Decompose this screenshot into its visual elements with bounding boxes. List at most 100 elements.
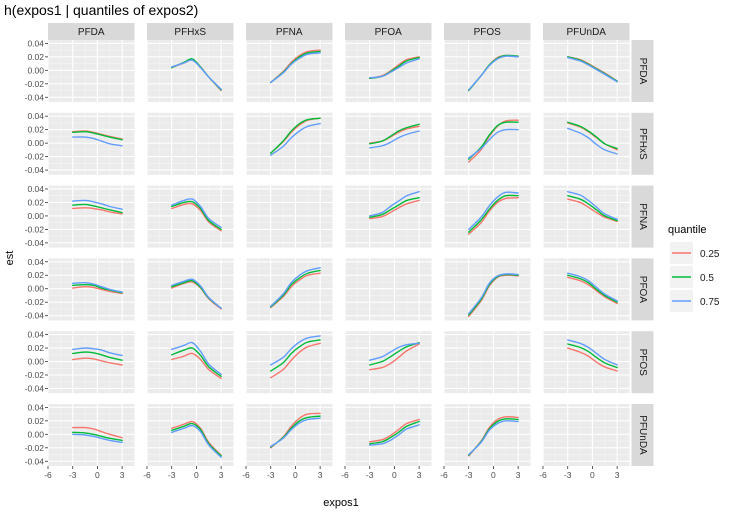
x-tick-label: 0 [95, 470, 100, 480]
panel-PFUnDA-PFDA [47, 404, 135, 466]
panel-PFDA-PFDA [47, 40, 135, 102]
panel-background [543, 112, 630, 175]
series-line-0.75 [270, 335, 321, 366]
x-tick-label: -6 [341, 470, 349, 480]
panel-background [444, 331, 531, 394]
series-line-0.5 [270, 117, 321, 154]
y-tick-label: 0.00 [27, 211, 44, 221]
panel-PFNA-PFHxS [146, 185, 234, 248]
panel-PFNA-PFDA [47, 185, 135, 248]
strip-row-PFOA: PFOA [631, 258, 654, 321]
panel-background [147, 258, 234, 321]
series-line-0.75 [567, 339, 618, 366]
strip-label: PFHxS [174, 27, 206, 38]
y-tick-label: 0.04 [27, 257, 44, 267]
x-tick-label: -3 [168, 470, 176, 480]
y-tick-label: 0.02 [27, 343, 44, 353]
series-line-0.25 [567, 347, 618, 372]
x-tick-label: -6 [440, 470, 448, 480]
series-line-0.5 [171, 200, 222, 231]
series-line-0.75 [567, 56, 618, 83]
series-line-0.75 [171, 424, 222, 458]
strip-label: PFNA [637, 203, 648, 230]
strip-col-PFHxS: PFHxS [147, 23, 234, 40]
series-group-PFOA-PFUnDA [567, 272, 618, 305]
strip-label: PFDA [78, 27, 105, 38]
strip-background [631, 185, 654, 248]
y-tick-label: -0.04 [25, 92, 45, 102]
series-line-0.5 [270, 269, 321, 308]
panel-PFUnDA-PFOA [344, 404, 432, 466]
panel-PFHxS-PFOS [443, 112, 531, 175]
panel-PFDA-PFNA [245, 40, 333, 102]
series-line-0.75 [171, 59, 222, 90]
legend-item-0.75: 0.75 [670, 290, 720, 312]
panel-PFOA-PFDA [47, 258, 135, 321]
series-line-0.5 [369, 123, 420, 145]
series-group-PFHxS-PFNA [270, 117, 321, 156]
panel-PFHxS-PFHxS [146, 112, 234, 175]
panel-background [147, 185, 234, 248]
series-group-PFOS-PFHxS [171, 341, 222, 380]
strip-col-PFUnDA: PFUnDA [543, 23, 630, 40]
series-group-PFUnDA-PFDA [72, 426, 123, 444]
y-tick-label: 0.02 [27, 197, 44, 207]
series-line-0.25 [567, 198, 618, 223]
strip-label: PFOA [637, 276, 648, 304]
series-line-0.75 [369, 190, 420, 217]
series-line-0.75 [270, 417, 321, 448]
series-group-PFNA-PFHxS [171, 198, 222, 232]
panel-background [147, 112, 234, 175]
series-group-PFOA-PFHxS [171, 278, 222, 310]
panel-background [48, 331, 135, 394]
series-line-0.25 [468, 197, 519, 235]
series-line-0.5 [72, 203, 123, 214]
panel-PFOS-PFDA [47, 331, 135, 394]
panel-background [543, 185, 630, 248]
series-line-0.25 [171, 420, 222, 456]
x-tick-label: -6 [539, 470, 547, 480]
panel-background [345, 185, 432, 248]
series-line-0.75 [567, 272, 618, 302]
y-tick-label: 0.02 [27, 416, 44, 426]
series-line-0.75 [171, 341, 222, 376]
series-line-0.75 [369, 58, 420, 79]
strip-row-PFNA: PFNA [631, 185, 654, 248]
series-group-PFOA-PFOS [468, 273, 519, 318]
panel-PFDA-PFOA [344, 40, 432, 102]
y-tick-label: -0.04 [25, 311, 45, 321]
series-line-0.25 [72, 426, 123, 439]
legend-label: 0.75 [700, 297, 720, 308]
series-line-0.75 [567, 127, 618, 155]
series-group-PFNA-PFDA [72, 199, 123, 215]
y-tick-label: -0.02 [25, 370, 45, 380]
series-group-PFNA-PFUnDA [567, 190, 618, 223]
series-group-PFNA-PFOS [468, 191, 519, 235]
series-line-0.25 [171, 202, 222, 232]
x-tick-label: -3 [69, 470, 77, 480]
legend-title: quantile [668, 224, 707, 236]
series-group-PFUnDA-PFNA [270, 412, 321, 449]
panel-PFOA-PFOS [443, 258, 531, 321]
axes: -0.04 -0.02 0.00 0.02 0.04 -0.04 -0.02 0.00 0.02… [25, 38, 620, 480]
panel-PFOS-PFOA [344, 331, 432, 394]
panel-background [48, 112, 135, 175]
facet-strips: PFDA PFHxS PFNA PFOA PFOS PFUnDA PFDA PFHxS PFNA… [48, 23, 654, 466]
strip-label: PFUnDA [637, 415, 648, 455]
x-tick-label: 3 [417, 470, 422, 480]
series-line-0.75 [270, 267, 321, 307]
series-line-0.25 [567, 276, 618, 305]
series-line-0.75 [468, 55, 519, 91]
y-tick-label: 0.02 [27, 52, 44, 62]
panel-background [444, 40, 531, 102]
panel-PFDA-PFOS [443, 40, 531, 102]
y-tick-label: 0.00 [27, 284, 44, 294]
y-tick-label: 0.00 [27, 357, 44, 367]
series-line-0.25 [270, 272, 321, 309]
strip-label: PFDA [637, 58, 648, 85]
y-axis-title: est [4, 251, 16, 266]
x-tick-label: 3 [516, 470, 521, 480]
x-tick-label: -6 [44, 470, 52, 480]
strip-background [631, 112, 654, 175]
